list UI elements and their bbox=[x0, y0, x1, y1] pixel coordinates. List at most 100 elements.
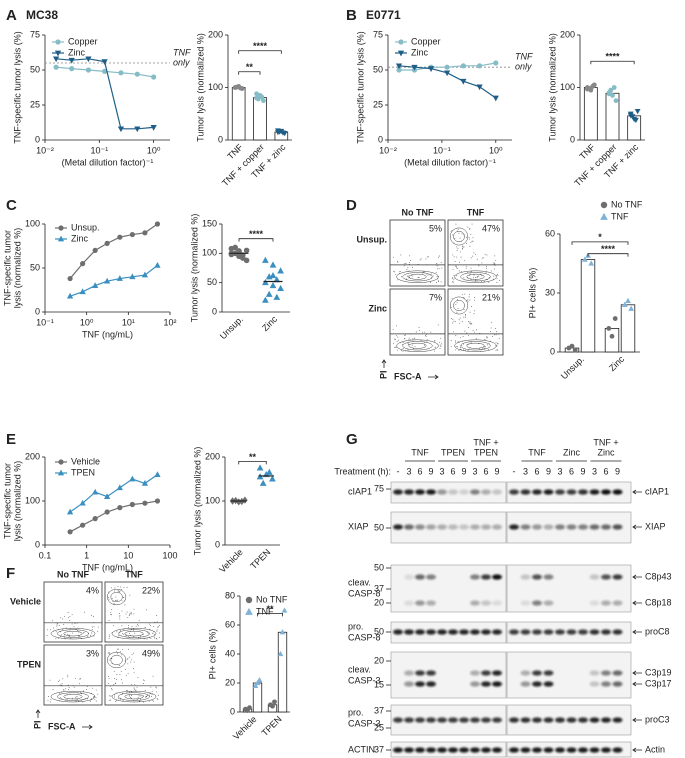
blot-band bbox=[601, 489, 611, 495]
data-point bbox=[625, 297, 631, 304]
flow-contour bbox=[111, 627, 157, 640]
blot-band bbox=[404, 600, 414, 606]
flow-event bbox=[488, 277, 490, 279]
legend-marker bbox=[54, 50, 62, 57]
flow-event bbox=[117, 648, 119, 650]
flow-event bbox=[464, 293, 466, 295]
flow-event bbox=[431, 273, 433, 275]
flow-contour bbox=[453, 299, 465, 312]
flow-event bbox=[111, 689, 113, 691]
flow-event bbox=[396, 349, 398, 351]
flow-event bbox=[466, 332, 468, 334]
data-point bbox=[273, 293, 281, 300]
flow-event bbox=[93, 695, 95, 697]
flow-event bbox=[83, 632, 84, 634]
data-point bbox=[395, 63, 403, 70]
flow-event bbox=[129, 613, 131, 615]
flow-event bbox=[121, 654, 123, 656]
flow-event bbox=[400, 349, 402, 351]
data-point bbox=[269, 271, 277, 279]
flow-percent: 3% bbox=[86, 648, 99, 658]
flow-event bbox=[117, 590, 119, 592]
blot-band bbox=[481, 747, 491, 753]
blot-row-label: cleav. bbox=[348, 577, 371, 587]
flow-event bbox=[423, 271, 425, 273]
flow-event bbox=[470, 322, 472, 324]
flow-event bbox=[453, 281, 455, 283]
flow-event bbox=[436, 281, 437, 283]
flow-y-label: PI bbox=[378, 370, 388, 379]
flow-event bbox=[59, 697, 61, 699]
lane-label: 3 bbox=[439, 466, 444, 476]
flow-event bbox=[156, 698, 158, 700]
group-label: TPEN bbox=[441, 447, 465, 457]
flow-event bbox=[494, 263, 496, 265]
flow-event bbox=[392, 328, 394, 330]
flow-event bbox=[136, 623, 138, 625]
flow-event bbox=[482, 347, 484, 349]
lane-label: 9 bbox=[494, 466, 499, 476]
flow-event bbox=[463, 343, 464, 345]
blot-band bbox=[578, 524, 588, 530]
y-tick-label: 200 bbox=[560, 29, 575, 39]
flow-event bbox=[465, 314, 467, 315]
y-tick-label: 0 bbox=[35, 306, 40, 316]
lane-label: 9 bbox=[546, 466, 551, 476]
blot-band bbox=[589, 747, 600, 753]
column-header: TNF bbox=[125, 569, 143, 579]
flow-event bbox=[119, 630, 121, 632]
y-tick-label: 100 bbox=[202, 248, 217, 258]
flow-event bbox=[132, 652, 134, 654]
flow-contour bbox=[396, 339, 439, 352]
flow-event bbox=[92, 626, 93, 628]
blot-band bbox=[470, 747, 480, 753]
flow-event bbox=[122, 699, 124, 701]
data-point bbox=[275, 128, 281, 134]
data-point bbox=[247, 705, 252, 711]
flow-event bbox=[133, 672, 135, 674]
flow-event bbox=[484, 346, 486, 348]
flow-event bbox=[439, 344, 441, 346]
flow-event bbox=[133, 668, 135, 670]
significance-bracket bbox=[257, 613, 283, 617]
flow-event bbox=[140, 635, 142, 637]
flow-event bbox=[395, 274, 397, 275]
significance-bracket bbox=[238, 71, 261, 75]
flow-event bbox=[131, 659, 133, 661]
flow-event bbox=[125, 635, 127, 637]
flow-event bbox=[456, 249, 458, 251]
flow-event bbox=[485, 271, 487, 273]
blot-band bbox=[470, 670, 480, 676]
blot-band bbox=[415, 489, 425, 495]
flow-event bbox=[455, 341, 457, 343]
y-tick-label: 40 bbox=[225, 648, 235, 658]
flow-event bbox=[126, 658, 128, 660]
flow-plot bbox=[43, 581, 103, 643]
flow-event bbox=[92, 615, 94, 617]
flow-event bbox=[69, 620, 71, 622]
legend-marker bbox=[245, 596, 253, 604]
blot-band bbox=[578, 489, 588, 495]
flow-event bbox=[156, 630, 158, 632]
legend-marker bbox=[57, 235, 65, 242]
blot-band bbox=[601, 681, 611, 687]
blot-band bbox=[543, 524, 554, 530]
data-point bbox=[627, 111, 634, 117]
flow-event bbox=[438, 256, 440, 258]
blot-band bbox=[481, 574, 491, 580]
flow-event bbox=[457, 228, 459, 230]
blot-band bbox=[612, 524, 623, 530]
data-point bbox=[277, 650, 284, 657]
flow-event bbox=[121, 625, 123, 627]
flow-event bbox=[484, 254, 486, 256]
flow-event bbox=[456, 267, 458, 269]
flow-event bbox=[463, 277, 465, 279]
band-label: Actin bbox=[645, 744, 665, 754]
flow-event bbox=[58, 624, 60, 626]
flow-event bbox=[469, 322, 471, 324]
blot-band bbox=[448, 489, 458, 495]
flow-event bbox=[112, 625, 114, 627]
data-point bbox=[634, 108, 641, 115]
flow-event bbox=[497, 274, 499, 276]
data-point bbox=[104, 240, 110, 246]
